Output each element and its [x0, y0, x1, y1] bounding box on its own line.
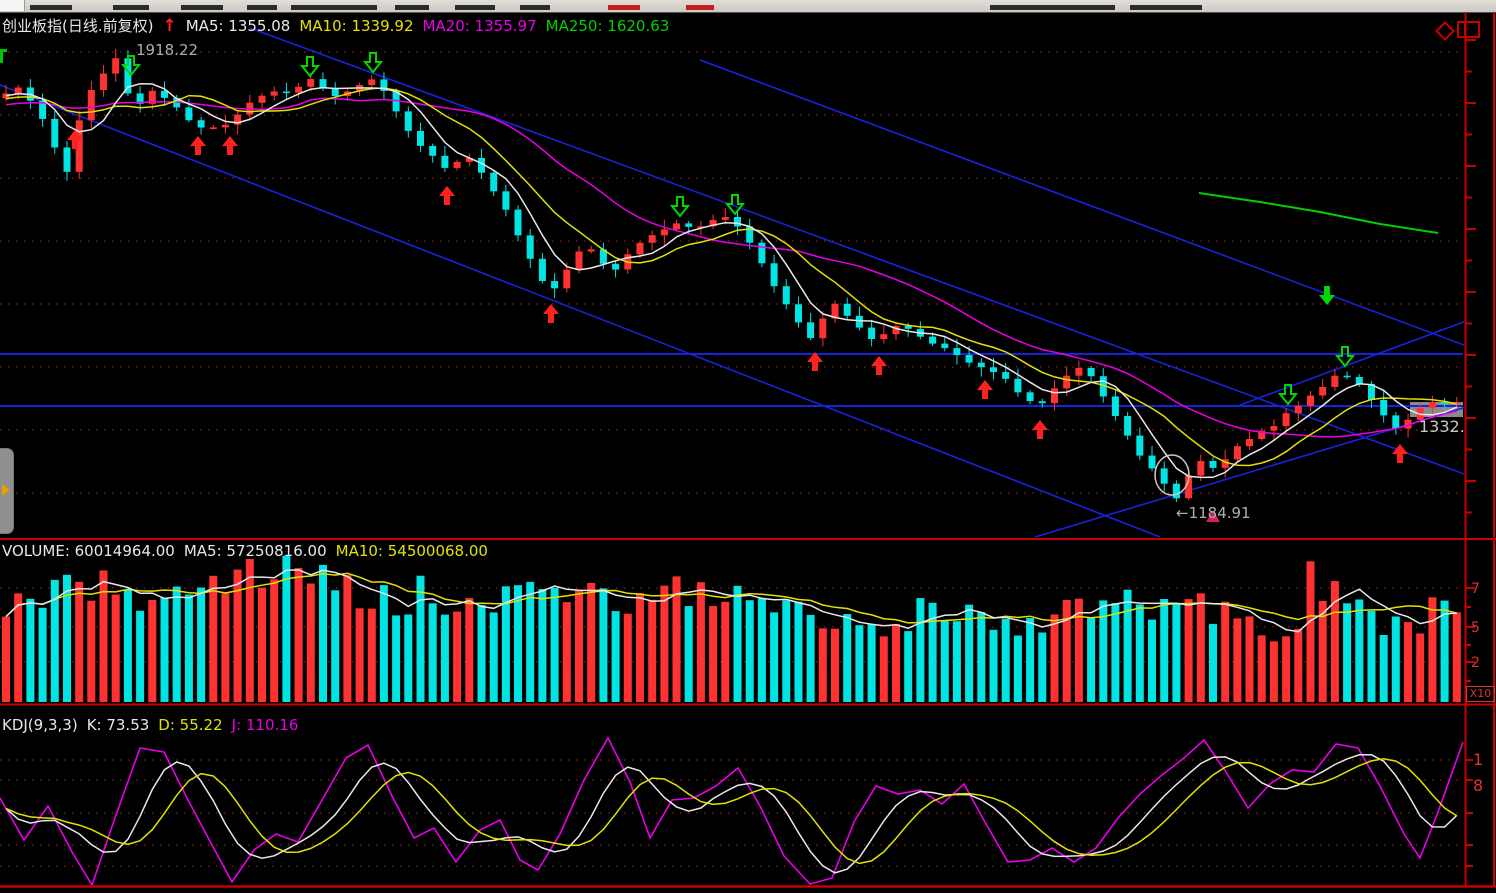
split-window-icon[interactable] — [1457, 21, 1480, 38]
volume-ma10-value: MA10: 54500068.00 — [335, 542, 488, 560]
menu-bar — [0, 0, 1496, 13]
low-price-label: ←1184.91 — [1176, 504, 1251, 522]
app-logo[interactable] — [0, 0, 25, 11]
trend-up-icon: ↑ — [162, 16, 177, 36]
volume-axis-label: 2 — [1471, 655, 1480, 671]
menu-item[interactable] — [291, 5, 377, 10]
edge-marker — [0, 49, 7, 52]
kdj-axis-label: 1 — [1473, 750, 1484, 769]
ma20-value: MA20: 1355.97 — [422, 17, 537, 35]
kdj-title[interactable]: KDJ(9,3,3) — [2, 716, 78, 734]
menu-item[interactable] — [455, 5, 495, 10]
sidebar-expander-handle[interactable] — [0, 448, 14, 534]
volume-axis-label: 5 — [1471, 620, 1480, 636]
menu-item[interactable] — [30, 5, 72, 10]
ma5-value: MA5: 1355.08 — [185, 17, 291, 35]
ma250-value: MA250: 1620.63 — [545, 17, 670, 35]
high-price-label: 1918.22 — [136, 41, 199, 59]
kdj-d-value: D: 55.22 — [158, 716, 223, 734]
main-chart-header: 创业板指(日线.前复权) ↑ MA5: 1355.08 MA10: 1339.92 MA… — [2, 15, 678, 36]
volume-header: VOLUME: 60014964.00 MA5: 57250816.00 MA10:… — [2, 542, 497, 560]
menu-item[interactable] — [113, 5, 149, 10]
volume-unit-label: X10 — [1466, 686, 1495, 702]
kdj-k-value: K: 73.53 — [86, 716, 150, 734]
volume-axis-label: 7 — [1471, 581, 1480, 597]
menu-item[interactable] — [395, 5, 429, 10]
kdj-axis-label: 8 — [1473, 776, 1484, 795]
kdj-header: KDJ(9,3,3) K: 73.53 D: 55.22 J: 110.16 — [2, 716, 307, 734]
menu-item-highlight[interactable] — [686, 5, 714, 10]
edge-marker — [0, 49, 3, 63]
volume-value: VOLUME: 60014964.00 — [2, 542, 175, 560]
menu-item[interactable] — [247, 5, 277, 10]
menu-item[interactable] — [181, 5, 223, 10]
menu-status-text — [1130, 5, 1202, 10]
current-price-label: 1332. — [1419, 417, 1465, 436]
ma10-value: MA10: 1339.92 — [299, 17, 414, 35]
kdj-j-value: J: 110.16 — [231, 716, 299, 734]
volume-ma5-value: MA5: 57250816.00 — [183, 542, 327, 560]
menu-item-highlight[interactable] — [608, 5, 640, 10]
chart-title[interactable]: 创业板指(日线.前复权) — [2, 17, 154, 35]
expand-arrow-icon — [2, 484, 10, 496]
menu-status-text — [990, 5, 1115, 10]
menu-item[interactable] — [520, 5, 550, 10]
